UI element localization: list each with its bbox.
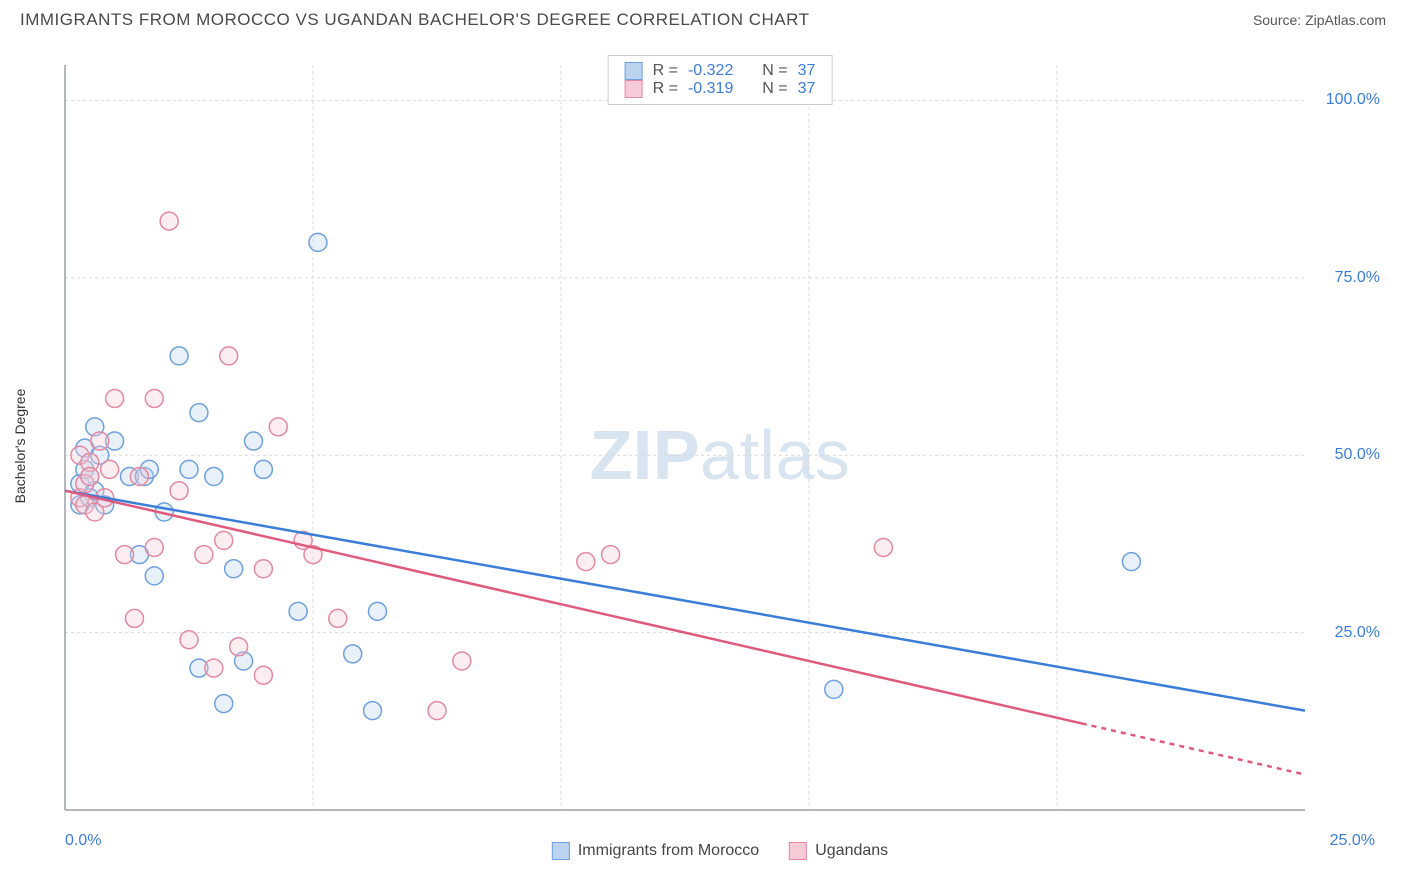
correlation-legend: R = -0.322 N = 37 R = -0.319 N = 37 [608, 55, 833, 105]
chart-title: IMMIGRANTS FROM MOROCCO VS UGANDAN BACHE… [20, 10, 809, 30]
legend-row-morocco: R = -0.322 N = 37 [625, 62, 816, 80]
source-attribution: Source: ZipAtlas.com [1253, 12, 1386, 28]
y-tick-label: 75.0% [1335, 269, 1380, 287]
r-value-ugandan: -0.319 [688, 80, 733, 98]
swatch-morocco-b [552, 842, 570, 860]
swatch-ugandan-b [789, 842, 807, 860]
x-tick-label: 0.0% [65, 832, 101, 850]
swatch-morocco [625, 62, 643, 80]
r-prefix: R = [653, 80, 678, 98]
scatter-plot-svg [55, 55, 1385, 855]
series-legend: Immigrants from Morocco Ugandans [552, 842, 888, 860]
r-value-morocco: -0.322 [688, 62, 733, 80]
source-name: ZipAtlas.com [1305, 12, 1386, 28]
chart-area: ZIPatlas R = -0.322 N = 37 R = -0.319 N … [55, 55, 1385, 855]
n-value-ugandan: 37 [798, 80, 816, 98]
n-prefix: N = [762, 62, 787, 80]
n-value-morocco: 37 [798, 62, 816, 80]
legend-item-morocco: Immigrants from Morocco [552, 842, 759, 860]
legend-label-ugandan: Ugandans [815, 842, 888, 860]
y-tick-label: 25.0% [1335, 624, 1380, 642]
r-prefix: R = [653, 62, 678, 80]
n-prefix: N = [762, 80, 787, 98]
legend-row-ugandan: R = -0.319 N = 37 [625, 80, 816, 98]
swatch-ugandan [625, 80, 643, 98]
legend-label-morocco: Immigrants from Morocco [578, 842, 759, 860]
y-tick-label: 50.0% [1335, 446, 1380, 464]
legend-item-ugandan: Ugandans [789, 842, 888, 860]
source-prefix: Source: [1253, 12, 1305, 28]
y-axis-label: Bachelor's Degree [12, 389, 28, 504]
x-tick-label: 25.0% [1330, 832, 1375, 850]
y-tick-label: 100.0% [1326, 91, 1380, 109]
